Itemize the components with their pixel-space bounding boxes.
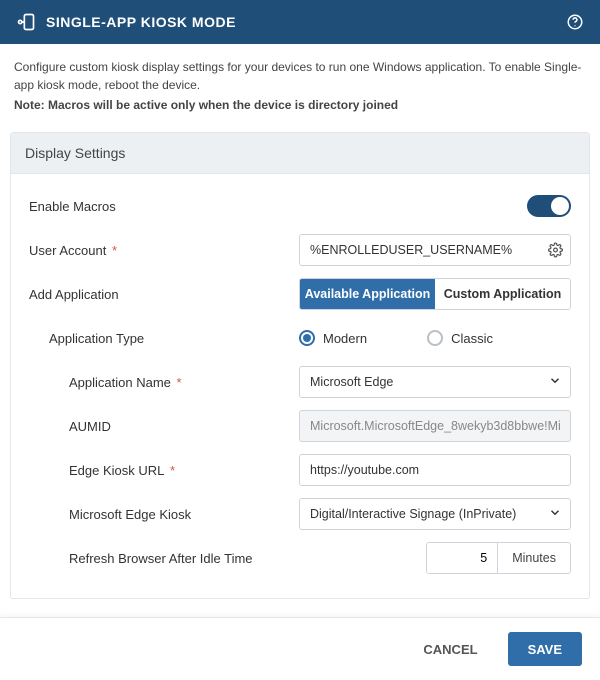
radio-modern[interactable]: Modern [299, 330, 367, 346]
cancel-button[interactable]: CANCEL [403, 632, 497, 666]
label-add-application: Add Application [29, 287, 299, 302]
chevron-down-icon [548, 506, 562, 523]
intro-text: Configure custom kiosk display settings … [0, 44, 600, 122]
intro-description: Configure custom kiosk display settings … [14, 58, 586, 94]
label-enable-macros: Enable Macros [29, 199, 299, 214]
label-user-account: User Account * [29, 243, 299, 258]
input-idle-minutes[interactable] [427, 543, 497, 573]
row-application-type: Application Type Modern Classic [29, 316, 571, 360]
chevron-down-icon [548, 374, 562, 391]
idle-unit-label: Minutes [497, 543, 570, 573]
row-application-name: Application Name * Microsoft Edge [29, 360, 571, 404]
tab-available-application[interactable]: Available Application [300, 279, 435, 309]
label-edge-mode: Microsoft Edge Kiosk [29, 507, 299, 522]
toggle-enable-macros[interactable] [527, 195, 571, 217]
row-user-account: User Account * [29, 228, 571, 272]
row-edge-url: Edge Kiosk URL * [29, 448, 571, 492]
label-refresh-idle: Refresh Browser After Idle Time [29, 551, 299, 566]
segmented-app-source: Available Application Custom Application [299, 278, 571, 310]
label-application-name: Application Name * [29, 375, 299, 390]
input-edge-url[interactable] [299, 454, 571, 486]
row-aumid: AUMID [29, 404, 571, 448]
row-add-application: Add Application Available Application Cu… [29, 272, 571, 316]
help-icon[interactable] [566, 13, 584, 31]
save-button[interactable]: SAVE [508, 632, 582, 666]
label-edge-url: Edge Kiosk URL * [29, 463, 299, 478]
kiosk-icon [16, 12, 36, 32]
input-user-account[interactable] [299, 234, 571, 266]
label-aumid: AUMID [29, 419, 299, 434]
select-edge-mode[interactable]: Digital/Interactive Signage (InPrivate) [299, 498, 571, 530]
required-marker: * [108, 243, 117, 258]
modal-header: SINGLE-APP KIOSK MODE [0, 0, 600, 44]
intro-note: Note: Macros will be active only when th… [14, 96, 586, 114]
modal-footer: CANCEL SAVE [0, 617, 600, 680]
row-edge-mode: Microsoft Edge Kiosk Digital/Interactive… [29, 492, 571, 536]
modal-title: SINGLE-APP KIOSK MODE [46, 14, 556, 30]
select-application-name[interactable]: Microsoft Edge [299, 366, 571, 398]
tab-custom-application[interactable]: Custom Application [435, 279, 570, 309]
label-application-type: Application Type [29, 331, 299, 346]
display-settings-card: Display Settings Enable Macros User Acco… [10, 132, 590, 599]
radio-classic[interactable]: Classic [427, 330, 493, 346]
section-header: Display Settings [11, 133, 589, 174]
gear-icon[interactable] [548, 243, 563, 258]
row-enable-macros: Enable Macros [29, 184, 571, 228]
input-aumid [299, 410, 571, 442]
row-refresh-idle: Refresh Browser After Idle Time Minutes [29, 536, 571, 580]
